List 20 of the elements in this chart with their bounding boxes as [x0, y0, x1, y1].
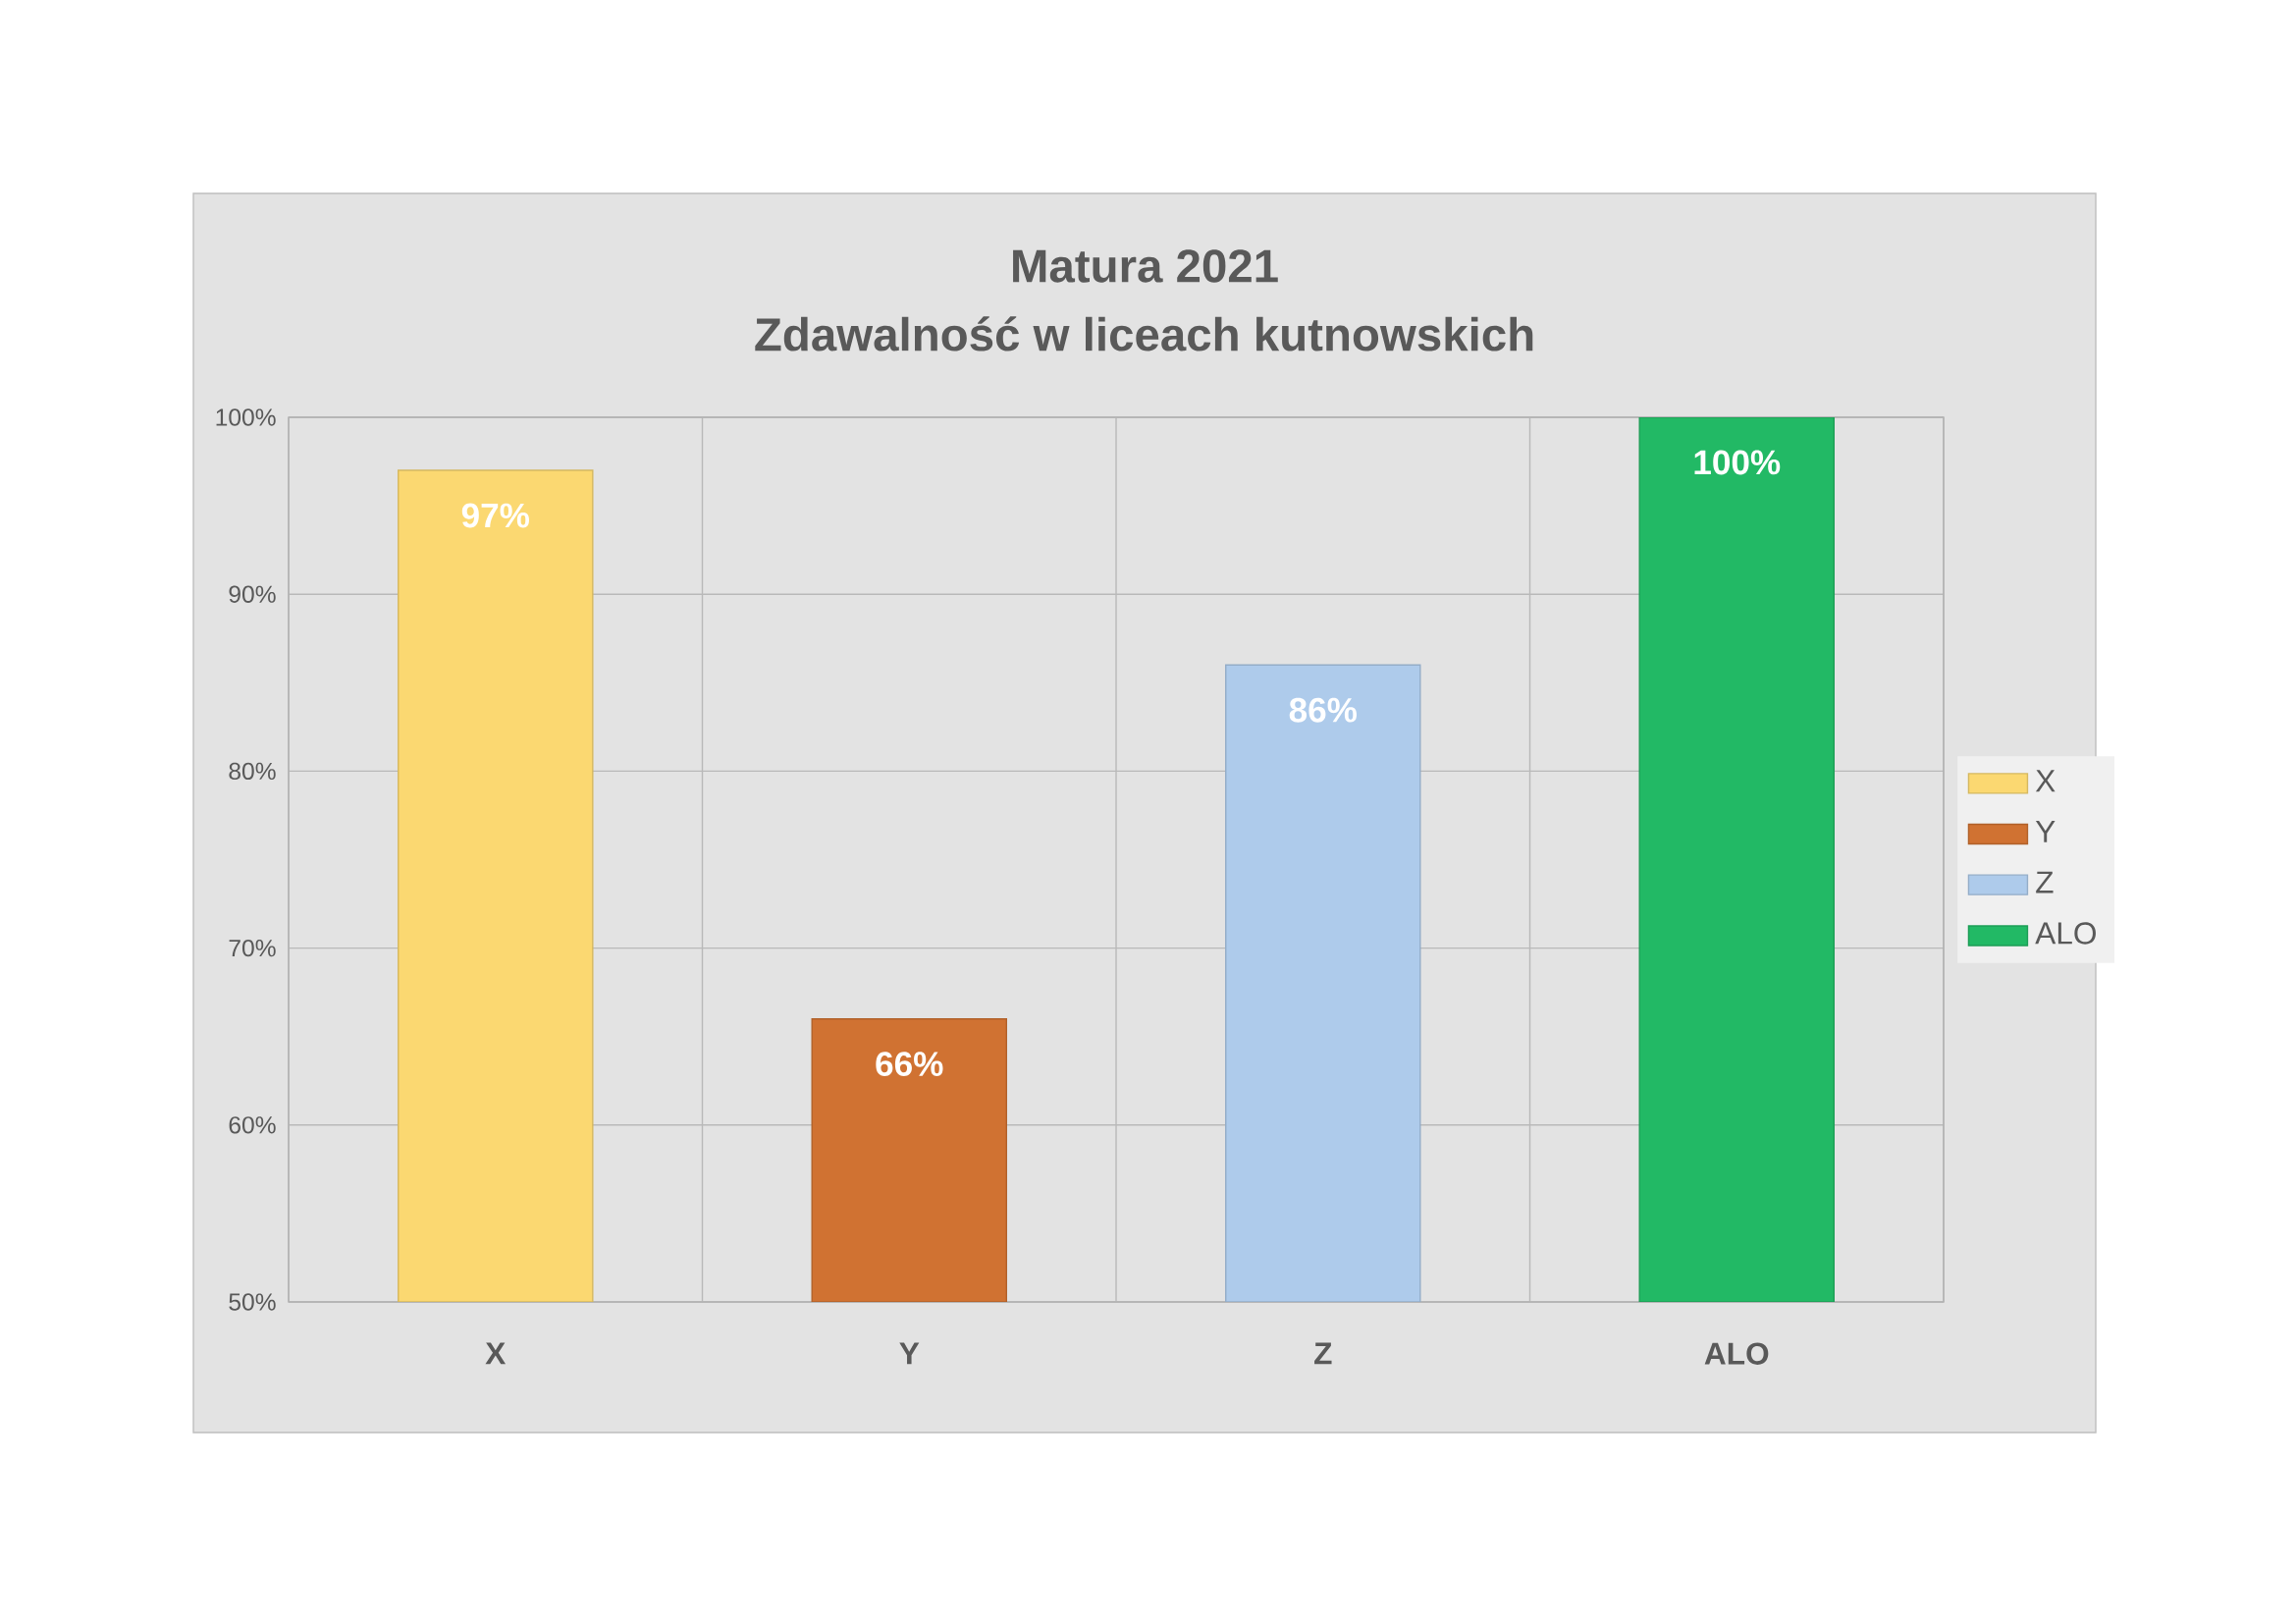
legend-label: ALO — [2035, 922, 2096, 945]
data-label: 97% — [461, 503, 529, 528]
chart-title: Matura 2021 — [1013, 249, 1278, 283]
y-tick-label: 90% — [229, 585, 276, 603]
x-tick-label: Z — [1314, 1342, 1332, 1365]
y-tick-label: 70% — [229, 939, 276, 957]
y-tick-label: 80% — [229, 762, 276, 781]
x-tick-label: ALO — [1704, 1342, 1769, 1365]
data-label: 100% — [1694, 450, 1781, 475]
y-tick-label: 60% — [229, 1116, 276, 1134]
chart-subtitle: Zdawalność w liceach kutnowskich — [755, 316, 1533, 352]
data-label: 86% — [1289, 697, 1357, 723]
y-tick-label: 50% — [229, 1293, 276, 1311]
x-tick-label: Y — [899, 1342, 920, 1365]
legend-label: X — [2035, 770, 2056, 792]
legend-label: Z — [2036, 871, 2054, 893]
x-tick-label: X — [485, 1342, 507, 1365]
y-tick-label: 100% — [216, 408, 276, 426]
legend-label: Y — [2035, 820, 2056, 842]
data-label: 66% — [876, 1052, 943, 1077]
